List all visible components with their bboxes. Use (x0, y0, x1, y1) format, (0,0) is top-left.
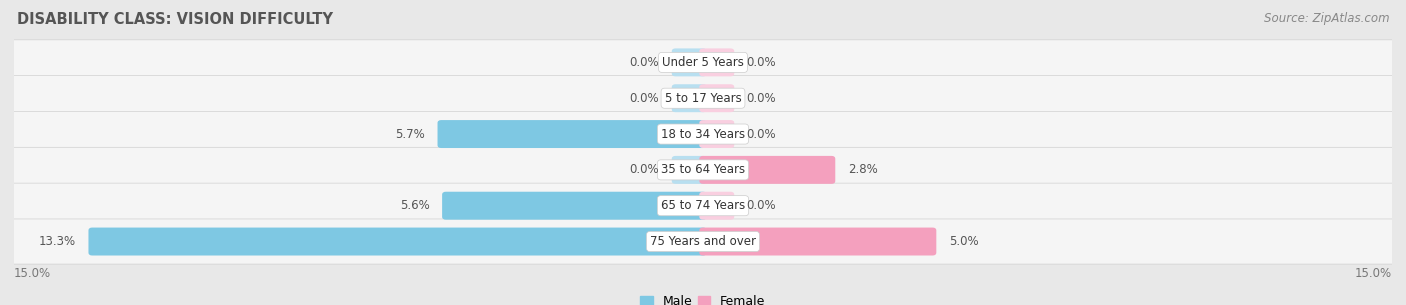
Text: 5.7%: 5.7% (395, 127, 425, 141)
Legend: Male, Female: Male, Female (636, 290, 770, 305)
Text: 15.0%: 15.0% (1355, 267, 1392, 280)
FancyBboxPatch shape (3, 40, 1403, 85)
FancyBboxPatch shape (699, 228, 936, 256)
Text: 5.0%: 5.0% (949, 235, 979, 248)
Text: DISABILITY CLASS: VISION DIFFICULTY: DISABILITY CLASS: VISION DIFFICULTY (17, 12, 333, 27)
FancyBboxPatch shape (672, 156, 707, 184)
Text: 18 to 34 Years: 18 to 34 Years (661, 127, 745, 141)
FancyBboxPatch shape (672, 48, 707, 76)
FancyBboxPatch shape (3, 147, 1403, 192)
Text: 13.3%: 13.3% (39, 235, 76, 248)
FancyBboxPatch shape (699, 48, 734, 76)
Text: 15.0%: 15.0% (14, 267, 51, 280)
Text: 0.0%: 0.0% (630, 163, 659, 176)
Text: 35 to 64 Years: 35 to 64 Years (661, 163, 745, 176)
Text: 0.0%: 0.0% (747, 127, 776, 141)
Text: 0.0%: 0.0% (747, 199, 776, 212)
FancyBboxPatch shape (699, 192, 734, 220)
Text: 0.0%: 0.0% (747, 92, 776, 105)
FancyBboxPatch shape (3, 76, 1403, 121)
FancyBboxPatch shape (699, 156, 835, 184)
FancyBboxPatch shape (672, 84, 707, 112)
FancyBboxPatch shape (441, 192, 707, 220)
Text: Under 5 Years: Under 5 Years (662, 56, 744, 69)
Text: 0.0%: 0.0% (747, 56, 776, 69)
Text: 5 to 17 Years: 5 to 17 Years (665, 92, 741, 105)
FancyBboxPatch shape (699, 84, 734, 112)
FancyBboxPatch shape (89, 228, 707, 256)
Text: 2.8%: 2.8% (848, 163, 877, 176)
Text: 65 to 74 Years: 65 to 74 Years (661, 199, 745, 212)
FancyBboxPatch shape (3, 183, 1403, 228)
Text: 0.0%: 0.0% (630, 56, 659, 69)
Text: 75 Years and over: 75 Years and over (650, 235, 756, 248)
Text: Source: ZipAtlas.com: Source: ZipAtlas.com (1264, 12, 1389, 25)
FancyBboxPatch shape (437, 120, 707, 148)
FancyBboxPatch shape (3, 219, 1403, 264)
FancyBboxPatch shape (3, 112, 1403, 157)
Text: 5.6%: 5.6% (399, 199, 430, 212)
Text: 0.0%: 0.0% (630, 92, 659, 105)
FancyBboxPatch shape (699, 120, 734, 148)
